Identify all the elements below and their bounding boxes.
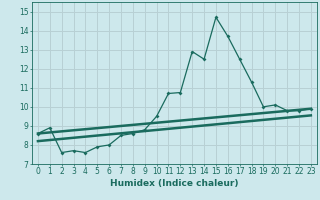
X-axis label: Humidex (Indice chaleur): Humidex (Indice chaleur) <box>110 179 239 188</box>
